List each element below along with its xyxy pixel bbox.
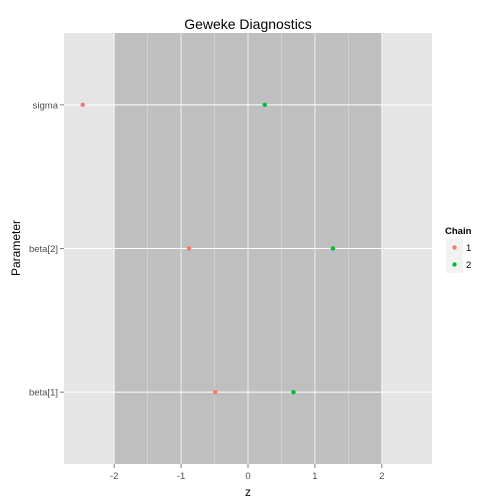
legend-symbol [452, 262, 457, 267]
x-tick-label: 1 [312, 471, 317, 482]
data-point [80, 102, 85, 108]
plot-panel [64, 33, 432, 464]
y-tick-label: beta[1] [29, 388, 58, 399]
x-tick-label: 0 [245, 471, 250, 482]
y-tick-label: sigma [33, 100, 59, 111]
data-point [291, 389, 296, 395]
chart-title: Geweke Diagnostics [184, 16, 312, 32]
legend-symbol [452, 245, 457, 250]
x-tick-label: -2 [110, 471, 118, 482]
data-point [330, 246, 336, 251]
legend-label: 2 [466, 260, 471, 271]
y-axis: beta[1] beta[2] sigma [29, 100, 64, 399]
data-point [262, 102, 267, 108]
x-axis: -2 -1 0 1 2 [110, 464, 384, 482]
legend-label: 1 [466, 243, 471, 254]
x-axis-title: z [245, 485, 251, 499]
x-tick-label: 2 [379, 471, 384, 482]
data-points [80, 102, 336, 395]
y-axis-title: Parameter [9, 220, 23, 276]
x-tick-label: -1 [177, 471, 185, 482]
data-point [186, 246, 192, 251]
legend: Chain 1 2 [445, 226, 472, 273]
legend-title: Chain [445, 226, 472, 237]
y-tick-label: beta[2] [29, 244, 58, 255]
data-point [213, 389, 218, 395]
